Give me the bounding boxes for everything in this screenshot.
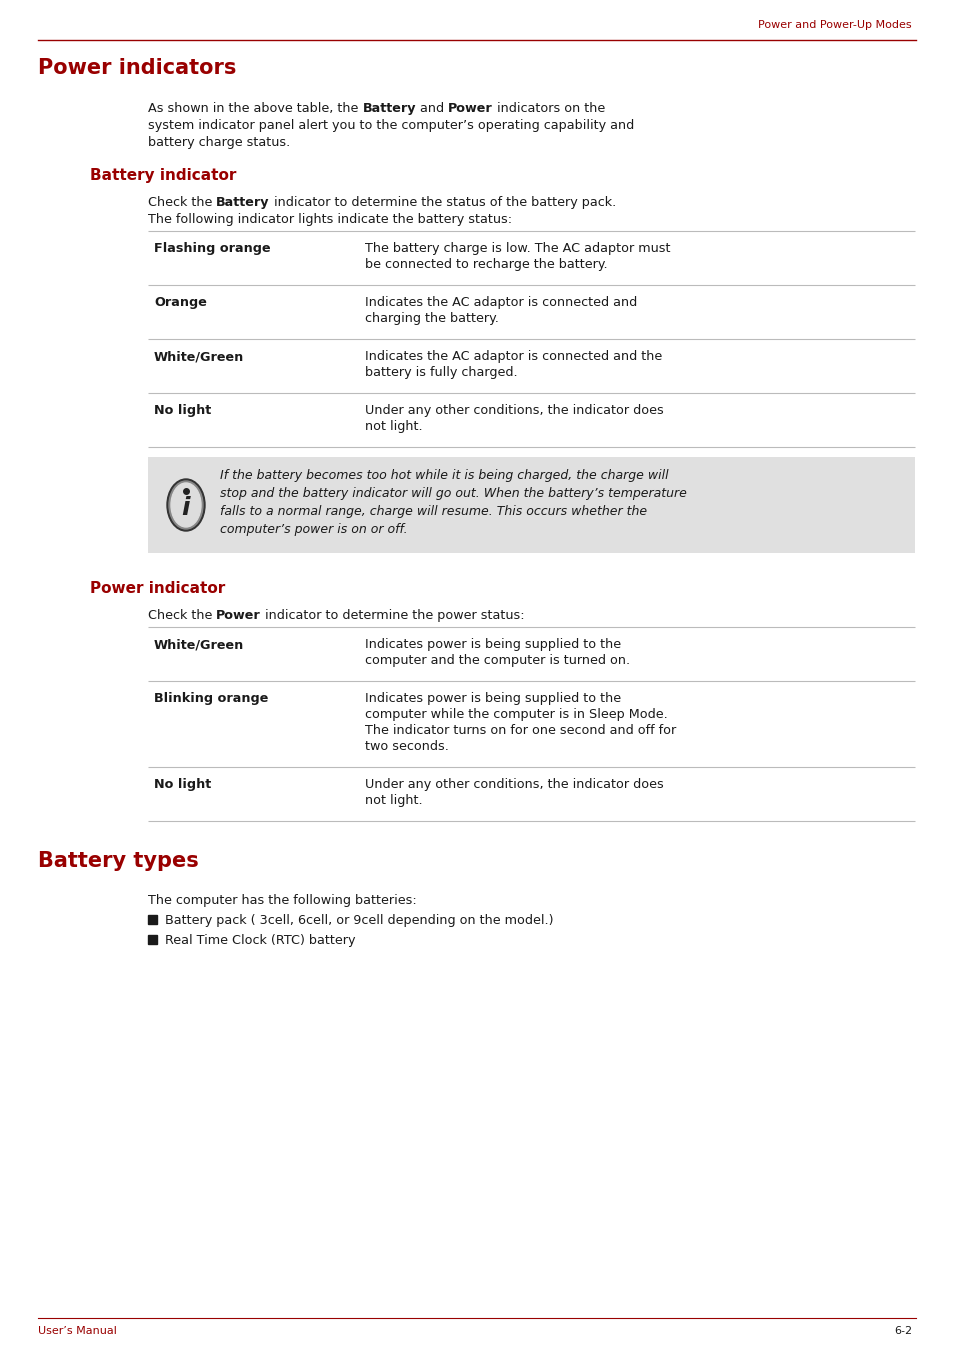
Text: charging the battery.: charging the battery. xyxy=(365,312,498,326)
Ellipse shape xyxy=(169,481,203,530)
Text: Indicates power is being supplied to the: Indicates power is being supplied to the xyxy=(365,638,620,651)
Text: 6-2: 6-2 xyxy=(893,1325,911,1336)
Text: indicators on the: indicators on the xyxy=(493,101,604,115)
Text: Blinking orange: Blinking orange xyxy=(153,692,268,705)
Text: and: and xyxy=(416,101,448,115)
Text: stop and the battery indicator will go out. When the battery’s temperature: stop and the battery indicator will go o… xyxy=(220,486,686,500)
Text: White/Green: White/Green xyxy=(153,638,244,651)
Text: battery charge status.: battery charge status. xyxy=(148,136,290,149)
Text: Under any other conditions, the indicator does: Under any other conditions, the indicato… xyxy=(365,778,663,790)
Text: Power indicator: Power indicator xyxy=(90,581,225,596)
Text: User’s Manual: User’s Manual xyxy=(38,1325,117,1336)
Text: The battery charge is low. The AC adaptor must: The battery charge is low. The AC adapto… xyxy=(365,242,670,255)
Text: battery is fully charged.: battery is fully charged. xyxy=(365,366,517,380)
Text: system indicator panel alert you to the computer’s operating capability and: system indicator panel alert you to the … xyxy=(148,119,634,132)
Text: Battery indicator: Battery indicator xyxy=(90,168,236,182)
Text: two seconds.: two seconds. xyxy=(365,740,449,753)
Text: Indicates the AC adaptor is connected and the: Indicates the AC adaptor is connected an… xyxy=(365,350,661,363)
Text: computer while the computer is in Sleep Mode.: computer while the computer is in Sleep … xyxy=(365,708,667,721)
Text: be connected to recharge the battery.: be connected to recharge the battery. xyxy=(365,258,607,272)
Text: White/Green: White/Green xyxy=(153,350,244,363)
Text: Indicates power is being supplied to the: Indicates power is being supplied to the xyxy=(365,692,620,705)
Text: i: i xyxy=(181,496,190,520)
Text: Power: Power xyxy=(216,609,261,621)
Text: indicator to determine the power status:: indicator to determine the power status: xyxy=(261,609,524,621)
Text: Power: Power xyxy=(448,101,493,115)
Bar xyxy=(148,935,157,944)
Text: Battery: Battery xyxy=(362,101,416,115)
Text: If the battery becomes too hot while it is being charged, the charge will: If the battery becomes too hot while it … xyxy=(220,469,668,482)
Text: Indicates the AC adaptor is connected and: Indicates the AC adaptor is connected an… xyxy=(365,296,637,309)
Text: Real Time Clock (RTC) battery: Real Time Clock (RTC) battery xyxy=(165,934,355,947)
Text: computer and the computer is turned on.: computer and the computer is turned on. xyxy=(365,654,630,667)
Text: The indicator turns on for one second and off for: The indicator turns on for one second an… xyxy=(365,724,676,738)
Text: Orange: Orange xyxy=(153,296,207,309)
Bar xyxy=(148,457,914,553)
Text: Battery: Battery xyxy=(216,196,270,209)
Text: Flashing orange: Flashing orange xyxy=(153,242,271,255)
Text: indicator to determine the status of the battery pack.: indicator to determine the status of the… xyxy=(270,196,616,209)
Ellipse shape xyxy=(171,484,201,527)
Text: not light.: not light. xyxy=(365,420,422,434)
Text: falls to a normal range, charge will resume. This occurs whether the: falls to a normal range, charge will res… xyxy=(220,505,646,517)
Text: The following indicator lights indicate the battery status:: The following indicator lights indicate … xyxy=(148,213,512,226)
Text: The computer has the following batteries:: The computer has the following batteries… xyxy=(148,894,416,907)
Text: Battery pack ( 3cell, 6cell, or 9cell depending on the model.): Battery pack ( 3cell, 6cell, or 9cell de… xyxy=(165,915,553,927)
Bar xyxy=(148,915,157,924)
Text: not light.: not light. xyxy=(365,794,422,807)
Text: Battery types: Battery types xyxy=(38,851,198,871)
Text: No light: No light xyxy=(153,404,211,417)
Text: Power indicators: Power indicators xyxy=(38,58,236,78)
Text: Check the: Check the xyxy=(148,609,216,621)
Text: Power and Power-Up Modes: Power and Power-Up Modes xyxy=(758,20,911,30)
Ellipse shape xyxy=(167,480,205,531)
Text: computer’s power is on or off.: computer’s power is on or off. xyxy=(220,523,407,536)
Text: Check the: Check the xyxy=(148,196,216,209)
Text: As shown in the above table, the: As shown in the above table, the xyxy=(148,101,362,115)
Text: No light: No light xyxy=(153,778,211,790)
Text: Under any other conditions, the indicator does: Under any other conditions, the indicato… xyxy=(365,404,663,417)
